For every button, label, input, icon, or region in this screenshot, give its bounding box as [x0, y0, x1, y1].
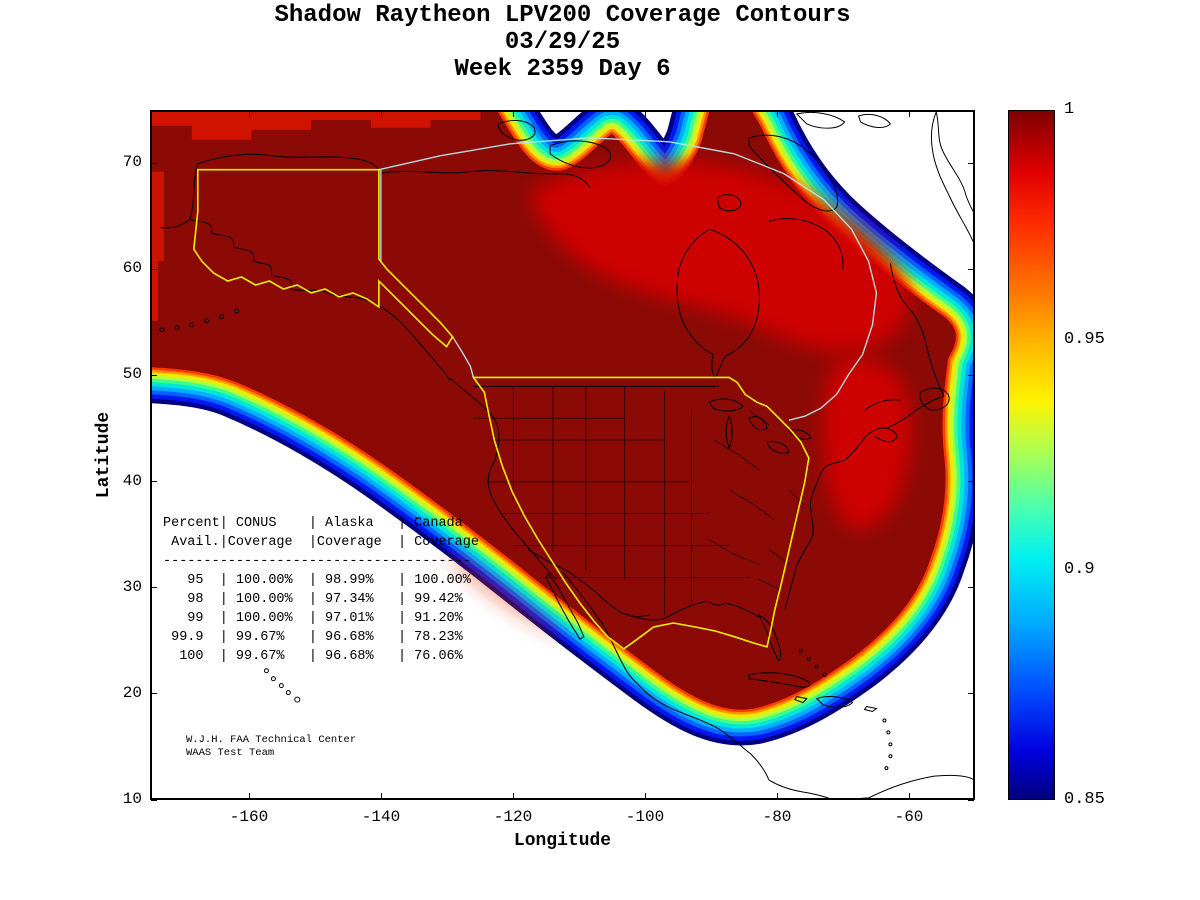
y-tick-label: 30 [122, 577, 142, 596]
credit-annotation: W.J.H. FAA Technical Center WAAS Test Te… [186, 734, 356, 760]
chart-title: Shadow Raytheon LPV200 Coverage Contours… [150, 2, 975, 83]
x-tick-mark [776, 111, 778, 117]
y-tick-label: 50 [122, 365, 142, 384]
colorbar-gradient [1009, 111, 1054, 799]
y-tick-mark [151, 799, 157, 801]
y-tick-mark [968, 268, 974, 270]
credit-line-2: WAAS Test Team [186, 747, 275, 759]
y-tick-label: 20 [122, 683, 142, 702]
state-boundaries [473, 386, 805, 616]
y-tick-mark [968, 799, 974, 801]
plot-area [150, 110, 975, 800]
y-tick-mark [151, 374, 157, 376]
y-tick-mark [151, 268, 157, 270]
title-line-2: 03/29/25 [504, 29, 621, 56]
canada-service-boundary [378, 137, 878, 421]
y-tick-mark [968, 374, 974, 376]
colorbar-tick-label: 0.85 [1064, 790, 1105, 809]
credit-line-1: W.J.H. FAA Technical Center [186, 734, 357, 746]
colorbar-tick-label: 0.95 [1064, 330, 1105, 349]
x-tick-mark [512, 111, 514, 117]
title-line-3: Week 2359 Day 6 [454, 56, 671, 83]
x-tick-mark [512, 793, 514, 799]
x-tick-label: -60 [894, 808, 924, 826]
topleft-contour-steps [152, 112, 481, 321]
x-tick-mark [248, 793, 250, 799]
y-tick-label: 10 [122, 790, 142, 808]
title-line-1: Shadow Raytheon LPV200 Coverage Contours [274, 2, 851, 29]
x-tick-label: -100 [625, 808, 665, 826]
coastlines [159, 112, 973, 798]
coverage-contour-map [152, 112, 973, 798]
x-tick-mark [380, 793, 382, 799]
interior-red-patches [450, 160, 912, 637]
colorbar [1008, 110, 1055, 800]
x-tick-label: -140 [361, 808, 401, 826]
x-tick-mark [644, 793, 646, 799]
y-tick-mark [151, 162, 157, 164]
availability-table: Percent| CONUS | Alaska | Canada Avail.|… [163, 516, 479, 664]
y-tick-label: 70 [122, 153, 142, 172]
colorbar-tick-label: 0.9 [1064, 560, 1095, 579]
x-tick-label: -160 [229, 808, 269, 826]
y-tick-mark [151, 693, 157, 695]
x-tick-mark [644, 111, 646, 117]
x-axis-label: Longitude [513, 831, 612, 851]
y-tick-mark [151, 481, 157, 483]
x-tick-mark [908, 111, 910, 117]
colorbar-tick-label: 1 [1064, 100, 1075, 119]
y-tick-label: 60 [122, 259, 142, 278]
x-tick-mark [248, 111, 250, 117]
x-tick-mark [380, 111, 382, 117]
x-tick-mark [776, 793, 778, 799]
y-tick-mark [968, 162, 974, 164]
x-tick-mark [908, 793, 910, 799]
y-tick-label: 40 [122, 471, 142, 490]
y-tick-mark [968, 587, 974, 589]
service-area-boundaries [192, 168, 810, 650]
y-tick-mark [968, 481, 974, 483]
x-tick-label: -80 [762, 808, 792, 826]
x-tick-label: -120 [493, 808, 533, 826]
y-tick-mark [968, 693, 974, 695]
y-tick-mark [151, 587, 157, 589]
